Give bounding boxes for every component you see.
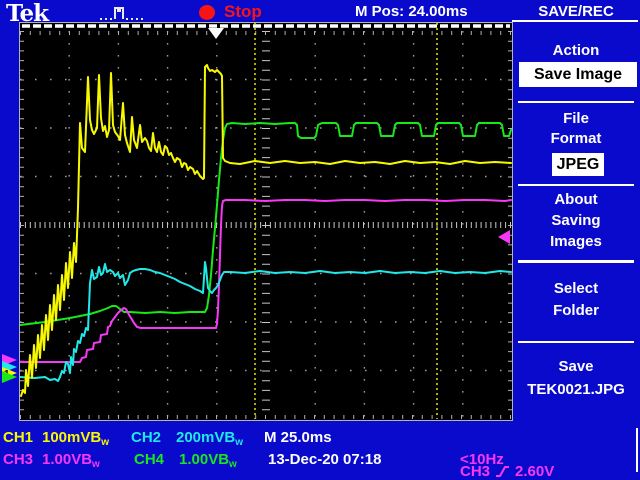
menu-action-label: Action xyxy=(552,42,600,59)
menu-divider xyxy=(518,184,634,186)
ch1-scale: 100mVBw xyxy=(42,429,109,448)
menu-select-folder-label-1[interactable]: Select xyxy=(553,280,599,297)
status-bar-right-edge xyxy=(636,428,638,472)
ch3-scale: 1.00VBw xyxy=(42,451,100,470)
trigger-readout: CH3 2.60V xyxy=(460,429,554,480)
menu-title-underline xyxy=(512,20,638,22)
menu-jpeg-button[interactable]: JPEG xyxy=(552,153,604,176)
bw-limit-subscript: w xyxy=(235,437,243,448)
menu-save-file-name[interactable]: TEK0021.JPG xyxy=(527,381,625,398)
bw-limit-subscript: w xyxy=(229,459,237,470)
trigger-level: 2.60V xyxy=(515,463,555,480)
menu-about-label-2[interactable]: Saving xyxy=(551,212,601,229)
menu-file-format-label-2: Format xyxy=(550,130,602,147)
graticule-svg xyxy=(19,23,512,419)
menu-select-folder-label-2[interactable]: Folder xyxy=(553,302,599,319)
bw-limit-subscript: w xyxy=(101,437,109,448)
ch3-label: CH3 xyxy=(3,451,34,468)
menu-save-file-label-1[interactable]: Save xyxy=(558,358,594,375)
ch1-label: CH1 xyxy=(3,429,34,446)
timebase-readout: M 25.0ms xyxy=(264,429,332,446)
horizontal-position-readout: M Pos: 24.00ms xyxy=(355,3,468,20)
channel-4-position-marker[interactable] xyxy=(2,371,17,383)
ch2-label: CH2 xyxy=(131,429,162,446)
menu-title: SAVE/REC xyxy=(538,3,614,20)
waveform-ch2 xyxy=(19,261,512,382)
menu-about-label-1[interactable]: About xyxy=(554,191,598,208)
menu-about-label-3[interactable]: Images xyxy=(550,233,602,250)
datetime-readout: 13-Dec-20 07:18 xyxy=(268,451,382,468)
trigger-position-marker[interactable] xyxy=(208,28,224,39)
trigger-frequency-readout: <10Hz xyxy=(460,451,504,468)
rising-edge-icon xyxy=(496,465,510,477)
bw-limit-subscript: w xyxy=(92,459,100,470)
waveform-ch1 xyxy=(20,64,512,397)
ch4-label: CH4 xyxy=(134,451,165,468)
menu-file-format-label-1: File xyxy=(563,110,589,127)
trigger-status-icon xyxy=(100,7,143,20)
acquisition-status: Stop xyxy=(224,2,262,21)
menu-divider xyxy=(518,260,634,263)
waveform-ch3 xyxy=(19,199,512,363)
menu-divider xyxy=(518,101,634,103)
ch2-scale: 200mVBw xyxy=(176,429,243,448)
ch4-scale: 1.00VBw xyxy=(179,451,237,470)
channel-marker-column: 1 xyxy=(2,354,17,383)
trigger-source: CH3 xyxy=(460,463,491,480)
stop-icon xyxy=(199,5,215,20)
waveform-display xyxy=(19,22,513,421)
trigger-level-marker[interactable] xyxy=(498,230,510,244)
menu-save-image-button[interactable]: Save Image xyxy=(519,62,637,87)
menu-divider xyxy=(518,341,634,343)
waveform-ch4 xyxy=(19,122,512,326)
